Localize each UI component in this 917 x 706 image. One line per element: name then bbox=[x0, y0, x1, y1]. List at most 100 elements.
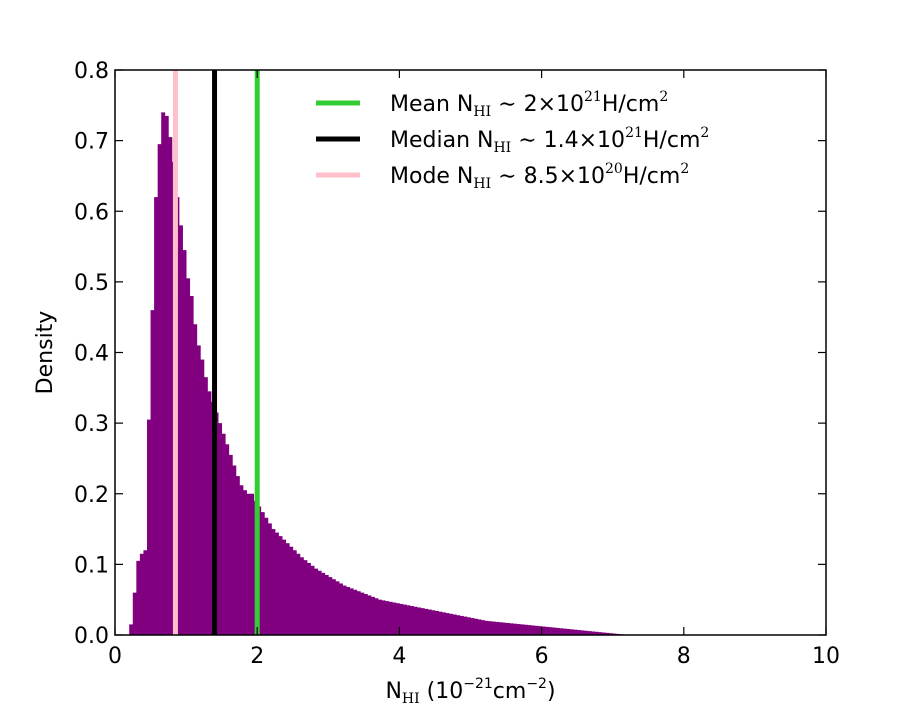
histogram-bar bbox=[438, 611, 443, 635]
histogram-bar bbox=[324, 574, 329, 635]
y-axis-label: Density bbox=[33, 311, 58, 395]
histogram-bar bbox=[154, 197, 159, 635]
histogram-bar bbox=[470, 618, 475, 635]
histogram-bar bbox=[150, 310, 155, 635]
histogram-bar bbox=[267, 523, 272, 635]
histogram-bar bbox=[164, 115, 169, 635]
histogram-bar bbox=[456, 615, 461, 635]
histogram-bar bbox=[260, 512, 265, 635]
histogram-bar bbox=[406, 605, 411, 635]
histogram-bar bbox=[250, 493, 255, 635]
histogram-bar bbox=[523, 624, 528, 635]
histogram-bar bbox=[321, 572, 326, 635]
histogram-bar bbox=[370, 596, 375, 635]
histogram-bar bbox=[495, 621, 500, 635]
histogram-bar bbox=[363, 594, 368, 635]
histogram-bar bbox=[484, 620, 489, 635]
x-tick-label: 10 bbox=[812, 644, 840, 669]
histogram-bar bbox=[360, 592, 365, 635]
histogram-bar bbox=[570, 629, 574, 635]
y-tick-label: 0.7 bbox=[74, 130, 109, 155]
histogram-bar bbox=[434, 610, 439, 635]
y-tick-label: 0.2 bbox=[74, 483, 109, 508]
histogram-bar bbox=[431, 610, 436, 635]
histogram-bar bbox=[356, 591, 361, 635]
histogram-bar bbox=[157, 144, 162, 635]
y-tick-label: 0.5 bbox=[74, 271, 109, 296]
histogram-bar bbox=[580, 630, 585, 635]
histogram-bar bbox=[498, 622, 503, 635]
histogram-bar bbox=[609, 633, 614, 635]
histogram-bar bbox=[235, 476, 240, 635]
x-tick-label: 2 bbox=[250, 644, 264, 669]
histogram-bar bbox=[534, 625, 539, 635]
histogram-bar bbox=[488, 621, 493, 635]
legend-entry: Median NHI ∼ 1.4×1021H/cm2 bbox=[390, 125, 709, 156]
histogram-bar bbox=[228, 454, 233, 635]
histogram-bar bbox=[378, 599, 383, 635]
histogram-bar bbox=[282, 539, 287, 635]
histogram-bar bbox=[271, 529, 276, 635]
histogram-bar bbox=[502, 622, 507, 635]
histogram-bar bbox=[225, 444, 230, 635]
histogram-bar bbox=[178, 225, 183, 635]
histogram-bar bbox=[477, 619, 482, 635]
histogram-bar bbox=[186, 278, 191, 635]
histogram-bar bbox=[559, 628, 564, 635]
histogram-bar bbox=[566, 628, 571, 635]
x-tick-label: 0 bbox=[108, 644, 122, 669]
histogram-bar bbox=[413, 606, 418, 635]
histogram-bar bbox=[239, 485, 244, 635]
histogram-bar bbox=[346, 586, 351, 635]
histogram-bar bbox=[442, 612, 447, 635]
histogram-bar bbox=[491, 621, 496, 635]
histogram-bar bbox=[463, 616, 468, 635]
histogram-bar bbox=[328, 577, 333, 635]
y-tick-label: 0.3 bbox=[74, 412, 109, 437]
histogram-bar bbox=[367, 595, 372, 635]
histogram-bar bbox=[424, 608, 429, 635]
histogram-bar bbox=[591, 631, 596, 635]
histogram-bar bbox=[402, 604, 407, 635]
histogram-bar bbox=[143, 550, 148, 635]
histogram-bar bbox=[221, 433, 226, 635]
y-tick-label: 0.6 bbox=[74, 200, 109, 225]
histogram-bar bbox=[207, 391, 212, 635]
histogram-bar bbox=[285, 543, 290, 635]
histogram-bar bbox=[264, 517, 269, 635]
histogram-bar bbox=[385, 601, 390, 635]
histogram-bar bbox=[146, 419, 151, 635]
histogram-bar bbox=[509, 623, 514, 635]
y-tick-label: 0.4 bbox=[74, 342, 109, 367]
histogram-bar bbox=[598, 632, 603, 635]
histogram-bar bbox=[331, 579, 336, 635]
histogram-bar bbox=[353, 589, 358, 635]
histogram-bar bbox=[527, 625, 532, 635]
x-tick-label: 8 bbox=[677, 644, 691, 669]
histogram-bar bbox=[552, 627, 557, 635]
x-axis-label: NHI (10−21cm−2) bbox=[385, 676, 555, 706]
histogram-bar bbox=[392, 602, 397, 635]
histogram-bar bbox=[193, 324, 198, 635]
statistic-lines bbox=[172, 70, 260, 635]
histogram-bar bbox=[161, 112, 166, 635]
histogram-bar bbox=[306, 562, 311, 635]
histogram-bar bbox=[474, 618, 479, 635]
histogram-bar bbox=[541, 626, 546, 635]
histogram-bar bbox=[139, 553, 144, 635]
histogram-bar bbox=[545, 626, 550, 635]
histogram-bar bbox=[420, 608, 425, 635]
histogram-bar bbox=[310, 565, 315, 635]
y-tick-label: 0.8 bbox=[74, 59, 109, 84]
histogram-bar bbox=[374, 598, 379, 635]
histogram-bar bbox=[168, 137, 173, 635]
histogram-bar bbox=[466, 617, 471, 635]
histogram-bar bbox=[296, 553, 301, 635]
legend: Mean NHI ∼ 2×1021H/cm2 Median NHI ∼ 1.4×1… bbox=[316, 89, 709, 192]
histogram-bar bbox=[577, 630, 582, 635]
histogram-bar bbox=[602, 632, 606, 635]
histogram-bar bbox=[555, 627, 560, 635]
histogram-bar bbox=[538, 626, 542, 635]
histogram-bar bbox=[303, 560, 308, 635]
